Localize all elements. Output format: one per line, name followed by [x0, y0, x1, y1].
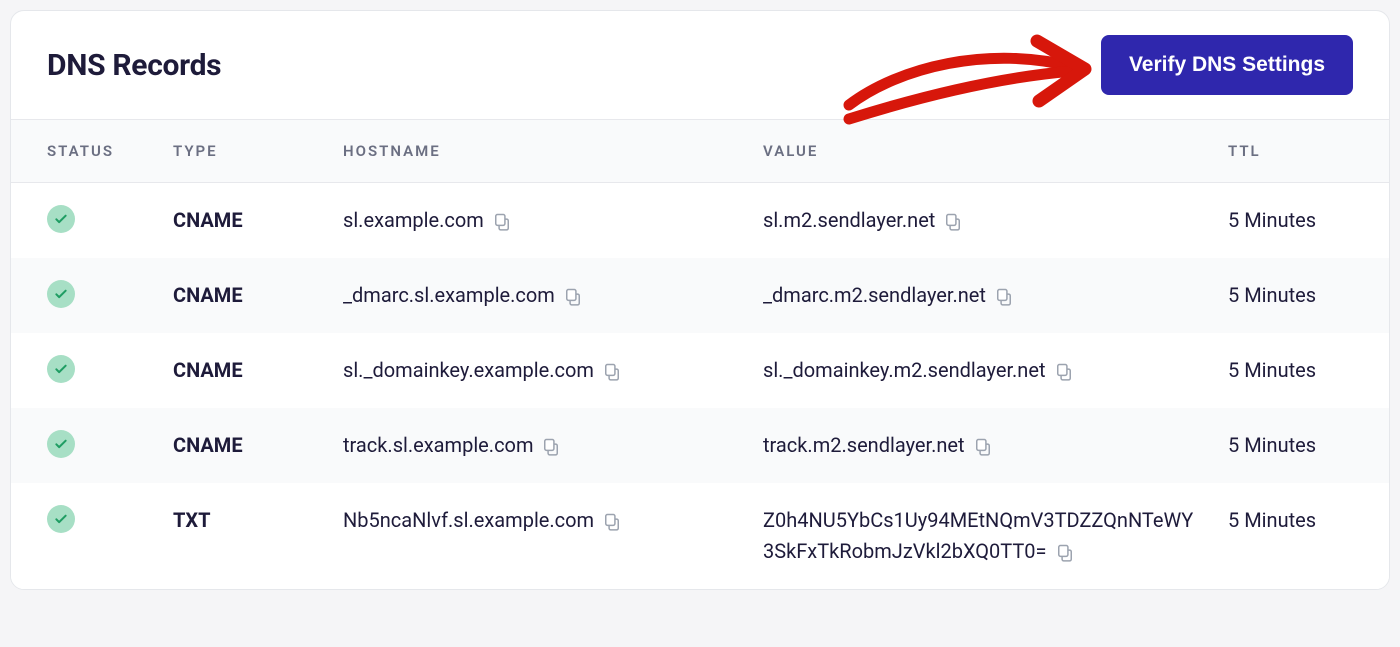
- copy-value-icon[interactable]: [943, 212, 963, 232]
- check-icon: [47, 280, 75, 308]
- check-icon: [47, 505, 75, 533]
- value-text: sl._domainkey.m2.sendlayer.net: [763, 358, 1046, 382]
- cell-ttl: 5 Minutes: [1216, 333, 1389, 408]
- copy-value-icon[interactable]: [973, 437, 993, 457]
- hostname-text: Nb5ncaNlvf.sl.example.com: [343, 508, 594, 532]
- value-text: Z0h4NU5YbCs1Uy94MEtNQmV3TDZZQnNTeWY3SkFx…: [763, 508, 1193, 563]
- cell-ttl: 5 Minutes: [1216, 483, 1389, 589]
- table-header-row: STATUS TYPE HOSTNAME VALUE TTL: [11, 120, 1389, 183]
- cell-type: CNAME: [161, 333, 331, 408]
- dns-records-table: STATUS TYPE HOSTNAME VALUE TTL CNAME sl.e…: [11, 119, 1389, 589]
- cell-ttl: 5 Minutes: [1216, 258, 1389, 333]
- col-header-status: STATUS: [11, 120, 161, 183]
- cell-type: CNAME: [161, 183, 331, 259]
- copy-value-icon[interactable]: [1054, 362, 1074, 382]
- cell-status: [11, 408, 161, 483]
- cell-type: TXT: [161, 483, 331, 589]
- value-text: sl.m2.sendlayer.net: [763, 208, 935, 232]
- hostname-text: track.sl.example.com: [343, 433, 533, 457]
- value-text: _dmarc.m2.sendlayer.net: [763, 283, 986, 307]
- cell-status: [11, 258, 161, 333]
- cell-value: sl.m2.sendlayer.net: [751, 183, 1216, 259]
- col-header-hostname: HOSTNAME: [331, 120, 751, 183]
- table-row: CNAME track.sl.example.com track.m2.sendla…: [11, 408, 1389, 483]
- copy-hostname-icon[interactable]: [492, 212, 512, 232]
- col-header-value: VALUE: [751, 120, 1216, 183]
- cell-type: CNAME: [161, 258, 331, 333]
- cell-status: [11, 483, 161, 589]
- copy-hostname-icon[interactable]: [602, 362, 622, 382]
- copy-value-icon[interactable]: [994, 287, 1014, 307]
- value-text: track.m2.sendlayer.net: [763, 433, 965, 457]
- table-row: CNAME _dmarc.sl.example.com _dmarc.m2.send…: [11, 258, 1389, 333]
- hostname-text: sl.example.com: [343, 208, 484, 232]
- cell-ttl: 5 Minutes: [1216, 183, 1389, 259]
- col-header-ttl: TTL: [1216, 120, 1389, 183]
- cell-hostname: sl._domainkey.example.com: [331, 333, 751, 408]
- check-icon: [47, 430, 75, 458]
- verify-dns-button[interactable]: Verify DNS Settings: [1101, 35, 1353, 95]
- cell-value: _dmarc.m2.sendlayer.net: [751, 258, 1216, 333]
- cell-hostname: _dmarc.sl.example.com: [331, 258, 751, 333]
- check-icon: [47, 355, 75, 383]
- copy-hostname-icon[interactable]: [602, 512, 622, 532]
- table-body: CNAME sl.example.com sl.m2.sendlayer.net 5 …: [11, 183, 1389, 590]
- table-row: CNAME sl.example.com sl.m2.sendlayer.net 5 …: [11, 183, 1389, 259]
- cell-type: CNAME: [161, 408, 331, 483]
- cell-hostname: Nb5ncaNlvf.sl.example.com: [331, 483, 751, 589]
- annotation-arrow: [839, 27, 1099, 127]
- copy-hostname-icon[interactable]: [563, 287, 583, 307]
- cell-hostname: track.sl.example.com: [331, 408, 751, 483]
- table-row: TXT Nb5ncaNlvf.sl.example.com Z0h4NU5YbCs1…: [11, 483, 1389, 589]
- table-row: CNAME sl._domainkey.example.com sl._domain…: [11, 333, 1389, 408]
- copy-value-icon[interactable]: [1055, 543, 1075, 563]
- hostname-text: _dmarc.sl.example.com: [343, 283, 555, 307]
- col-header-type: TYPE: [161, 120, 331, 183]
- check-icon: [47, 205, 75, 233]
- cell-value: Z0h4NU5YbCs1Uy94MEtNQmV3TDZZQnNTeWY3SkFx…: [751, 483, 1216, 589]
- cell-status: [11, 333, 161, 408]
- card-header: DNS Records Verify DNS Settings: [11, 11, 1389, 119]
- hostname-text: sl._domainkey.example.com: [343, 358, 594, 382]
- cell-value: sl._domainkey.m2.sendlayer.net: [751, 333, 1216, 408]
- dns-records-card: DNS Records Verify DNS Settings STATUS T…: [10, 10, 1390, 590]
- cell-ttl: 5 Minutes: [1216, 408, 1389, 483]
- cell-value: track.m2.sendlayer.net: [751, 408, 1216, 483]
- cell-hostname: sl.example.com: [331, 183, 751, 259]
- copy-hostname-icon[interactable]: [541, 437, 561, 457]
- cell-status: [11, 183, 161, 259]
- card-title: DNS Records: [47, 48, 221, 83]
